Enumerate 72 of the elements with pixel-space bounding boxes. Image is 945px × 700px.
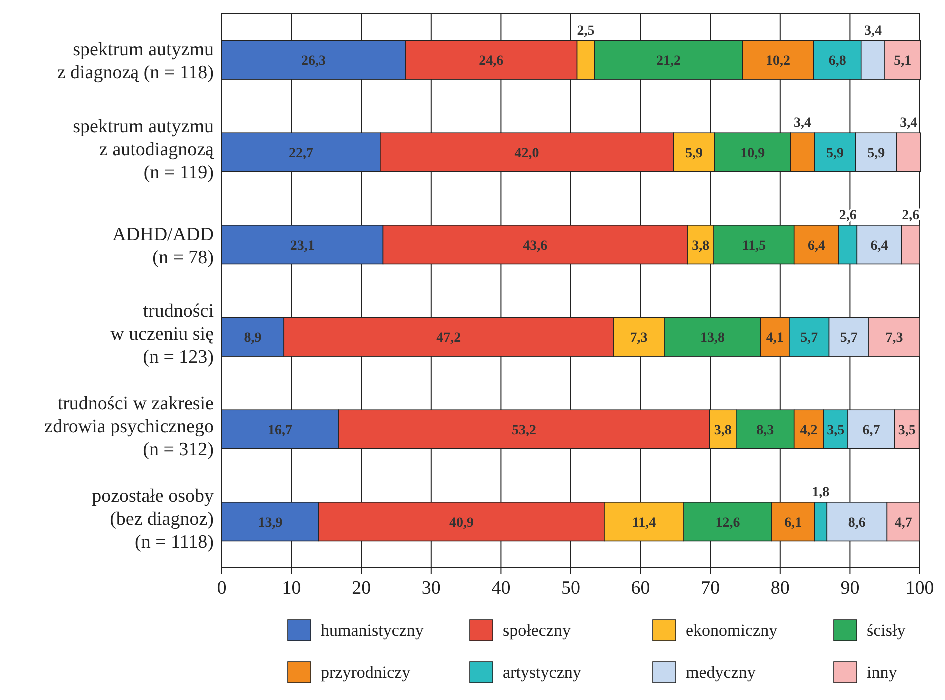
data-label: 2,5	[577, 24, 595, 39]
data-label: 7,3	[886, 331, 904, 346]
legend-label: medyczny	[686, 663, 756, 682]
data-label: 11,4	[632, 516, 656, 531]
data-label: 3,4	[794, 116, 812, 132]
data-label: 5,9	[868, 146, 886, 162]
x-tick-label: 80	[770, 578, 790, 599]
data-label: 13,8	[700, 331, 725, 346]
data-label: 3,8	[692, 238, 710, 254]
data-label: 5,7	[840, 331, 858, 346]
data-label: 6,4	[808, 238, 826, 254]
data-label: 5,9	[826, 146, 844, 162]
data-label: 7,3	[630, 331, 648, 346]
legend-label: artystyczny	[503, 663, 582, 682]
data-label: 6,8	[828, 54, 846, 70]
legend-label: przyrodniczy	[321, 663, 412, 682]
data-label: 13,9	[258, 516, 283, 531]
y-tick-label: spektrum autyzmu z diagnozą (n = 118)	[57, 40, 214, 84]
data-label: 16,7	[268, 424, 293, 438]
legend-label: inny	[867, 663, 898, 682]
data-label: 4,2	[800, 424, 818, 438]
data-label: 5,1	[894, 54, 912, 70]
data-label: 47,2	[436, 331, 462, 346]
y-tick-label: ADHD/ADD (n = 78)	[112, 224, 214, 268]
data-label: 8,6	[848, 516, 866, 531]
y-tick-label: spektrum autyzmu z autodiagnozą (n = 119)	[73, 116, 215, 184]
data-label: 5,7	[800, 331, 818, 346]
data-label: 40,9	[450, 516, 474, 531]
y-tick-label: trudności w uczeniu się (n = 123)	[110, 301, 214, 368]
data-label: 23,1	[290, 238, 315, 254]
data-label: 22,7	[288, 146, 314, 162]
x-tick-label: 20	[352, 578, 372, 599]
legend-label: ścisły	[867, 621, 906, 640]
data-label: 24,6	[479, 54, 504, 70]
y-tick-label: trudności w zakresie zdrowia psychicznego (n = 312)	[44, 394, 214, 460]
x-tick-label: 40	[492, 578, 511, 599]
data-label: 5,9	[685, 146, 703, 162]
x-tick-label: 10	[282, 578, 302, 599]
data-label: 3,8	[714, 424, 732, 438]
legend-label: społeczny	[503, 621, 572, 640]
data-label: 4,1	[766, 331, 784, 346]
data-label: 3,5	[898, 424, 916, 438]
y-tick-label: pozostałe osoby (bez diagnoz) (n = 1118)	[92, 486, 214, 553]
data-label: 42,0	[514, 146, 540, 162]
x-tick-label: 30	[422, 578, 441, 599]
data-label: 6,4	[870, 238, 888, 254]
data-label: 6,1	[784, 516, 802, 531]
data-label: 6,7	[862, 424, 880, 438]
legend-label: ekonomiczny	[686, 621, 778, 640]
data-label: 11,5	[742, 238, 766, 254]
x-tick-label: 70	[701, 578, 720, 599]
data-label: 26,3	[302, 54, 326, 70]
data-label: 10,9	[740, 146, 766, 162]
x-tick-label: 50	[562, 578, 580, 599]
data-label: 53,2	[512, 424, 536, 438]
x-tick-label: 100	[906, 578, 934, 599]
legend-label: humanistyczny	[321, 621, 424, 640]
data-label: 8,3	[756, 424, 774, 438]
data-label: 12,6	[716, 516, 740, 531]
x-tick-label: 90	[840, 578, 860, 599]
data-label: 10,2	[766, 54, 791, 70]
data-label: 8,9	[244, 331, 262, 346]
data-label: 43,6	[523, 238, 548, 254]
x-tick-label: 0	[217, 578, 227, 599]
data-label: 4,7	[894, 516, 912, 531]
data-label: 2,6	[902, 208, 920, 224]
data-label: 21,2	[656, 54, 681, 70]
data-label: 3,4	[900, 116, 918, 132]
data-label: 1,8	[812, 485, 830, 500]
x-tick-label: 60	[631, 578, 650, 599]
data-label: 3,5	[827, 424, 845, 438]
data-label: 3,4	[864, 24, 882, 39]
